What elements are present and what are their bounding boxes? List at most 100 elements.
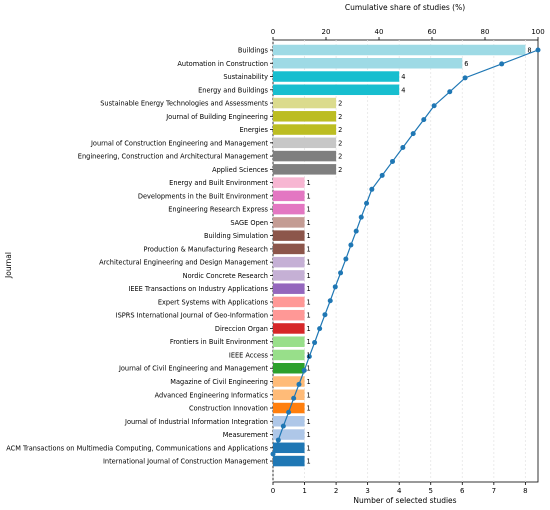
cumulative-point [270, 451, 276, 457]
category-label: IEEE Transactions on Industry Applicatio… [128, 285, 268, 293]
cumulative-point [499, 61, 505, 67]
cumulative-point [332, 284, 338, 290]
value-label: 1 [307, 458, 311, 466]
x-ticks: 0 1 2 3 4 5 6 7 8 [271, 482, 528, 495]
cumulative-point [348, 242, 354, 248]
value-label: 4 [401, 73, 405, 81]
cumulative-point [275, 437, 281, 443]
category-label: Engineering, Construction and Architectu… [78, 153, 269, 161]
value-label: 1 [307, 192, 311, 200]
value-label: 2 [338, 126, 342, 134]
cumulative-point [379, 172, 385, 178]
cumulative-point [410, 131, 416, 137]
cumulative-point [291, 395, 297, 401]
category-label: Magazine of Civil Engineering [170, 378, 268, 386]
secondary-tick-label: 100 [531, 28, 544, 36]
cumulative-point [364, 200, 370, 206]
cumulative-point [353, 228, 359, 234]
bar [273, 137, 337, 149]
value-label: 8 [527, 47, 531, 55]
x-tick-label: 2 [334, 487, 338, 495]
category-label: Developments in the Built Environment [138, 192, 269, 200]
value-label: 1 [307, 444, 311, 452]
cumulative-point [338, 270, 344, 276]
cumulative-line [270, 47, 541, 457]
secondary-tick-label: 40 [375, 28, 384, 36]
bar [273, 97, 337, 109]
category-label: International Journal of Construction Ma… [103, 458, 268, 466]
value-label: 1 [307, 418, 311, 426]
category-label: Nordic Concrete Research [183, 272, 268, 280]
bar [273, 389, 305, 401]
cumulative-point [390, 158, 396, 164]
category-label: SAGE Open [230, 219, 268, 227]
value-label: 1 [307, 338, 311, 346]
bar [273, 402, 305, 414]
secondary-tick-label: 0 [271, 28, 275, 36]
category-label: Energy and Buildings [198, 86, 268, 94]
category-label: Energy and Built Environment [169, 179, 268, 187]
secondary-tick-label: 80 [481, 28, 490, 36]
bar [273, 429, 305, 440]
bar [273, 230, 305, 241]
cumulative-point [369, 186, 375, 192]
value-label: 1 [307, 259, 311, 267]
bar [273, 309, 305, 321]
value-labels: 8 6 4 4 2 2 2 2 2 2 1 1 1 1 1 1 1 1 1 1 1 1 1 1 1 1 1 1 1 1 1 1 [307, 47, 532, 466]
value-label: 2 [338, 153, 342, 161]
bar [273, 256, 305, 268]
category-label: Advanced Engineering Informatics [155, 391, 269, 399]
x-axis-label: Number of selected studies [353, 496, 456, 505]
bar [273, 296, 305, 308]
cumulative-point [286, 409, 292, 415]
cumulative-point [358, 214, 364, 220]
x-tick-label: 4 [397, 487, 402, 495]
cumulative-point [343, 256, 349, 262]
x-tick-label: 8 [523, 487, 527, 495]
cumulative-line-path [272, 49, 539, 455]
value-label: 1 [307, 378, 311, 386]
bar [273, 111, 337, 122]
bar [273, 164, 337, 175]
secondary-tick-label: 20 [322, 28, 331, 36]
value-label: 6 [464, 60, 468, 68]
category-label: Automation in Construction [177, 60, 268, 68]
cumulative-point [296, 381, 302, 387]
cumulative-point [327, 298, 333, 304]
value-label: 1 [307, 312, 311, 320]
x-tick-label: 0 [271, 487, 275, 495]
cumulative-point [280, 423, 286, 429]
secondary-tick-label: 60 [428, 28, 437, 36]
bar [273, 349, 305, 361]
bar [273, 150, 337, 162]
x-tick-label: 7 [492, 487, 496, 495]
category-label: Production & Manufacturing Research [143, 245, 268, 253]
bar [273, 270, 305, 281]
cumulative-point [447, 89, 453, 95]
cumulative-point [306, 353, 312, 359]
y-axis-label: Journal [4, 252, 13, 279]
category-label: Journal of Building Engineering [165, 113, 268, 121]
value-label: 1 [307, 351, 311, 359]
value-label: 1 [307, 391, 311, 399]
category-label: Journal of Construction Engineering and … [90, 139, 268, 147]
category-label: Expert Systems with Applications [158, 298, 269, 306]
value-label: 2 [338, 113, 342, 121]
bar [273, 203, 305, 215]
bar [273, 336, 305, 347]
cumulative-point [317, 326, 323, 332]
cumulative-point [312, 340, 318, 346]
value-label: 2 [338, 100, 342, 108]
value-label: 1 [307, 179, 311, 187]
category-label: Buildings [238, 47, 269, 55]
category-label: Sustainable Energy Technologies and Asse… [100, 100, 268, 108]
bar [273, 58, 463, 69]
bar [273, 44, 526, 56]
category-label: Measurement [223, 431, 269, 439]
value-label: 1 [307, 245, 311, 253]
value-label: 1 [307, 206, 311, 214]
x-tick-label: 6 [460, 487, 465, 495]
category-label: Engineering Research Express [168, 206, 268, 214]
bar [273, 217, 305, 228]
